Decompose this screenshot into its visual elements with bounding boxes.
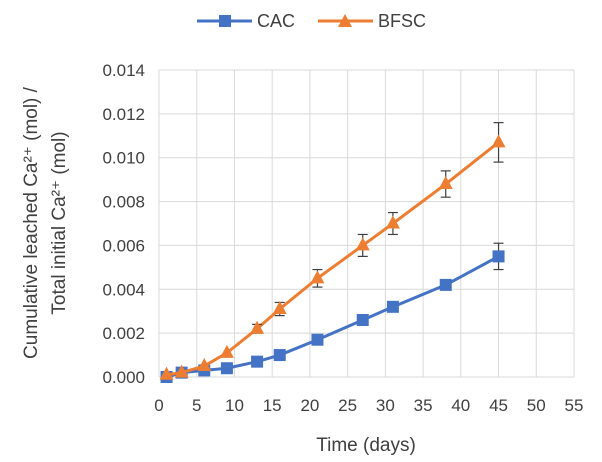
x-tick-label: 5 xyxy=(192,396,201,415)
x-tick-label: 0 xyxy=(154,396,163,415)
data-point-cac xyxy=(439,278,452,291)
y-tick-label: 0.002 xyxy=(102,324,145,343)
y-tick-label: 0.004 xyxy=(102,280,145,299)
series-bfsc xyxy=(159,122,506,380)
y-axis-title-line1: Cumulative leached Ca²⁺ (mol) / xyxy=(21,86,42,359)
series-line-bfsc xyxy=(166,141,500,377)
legend-label-cac: CAC xyxy=(257,11,295,31)
legend: CAC BFSC xyxy=(197,11,426,31)
x-tick-label: 20 xyxy=(300,396,319,415)
y-tick-label: 0.012 xyxy=(102,105,145,124)
y-axis-title-line2: Total initial Ca²⁺ (mol) xyxy=(49,131,70,314)
y-axis-title: Cumulative leached Ca²⁺ (mol) / Total in… xyxy=(21,86,70,359)
grid xyxy=(158,69,575,378)
y-tick-label: 0.010 xyxy=(102,149,145,168)
legend-label-bfsc: BFSC xyxy=(378,11,426,31)
x-tick-label: 10 xyxy=(225,396,244,415)
x-tick-label: 45 xyxy=(489,396,508,415)
x-axis-title: Time (days) xyxy=(316,435,416,456)
legend-marker-cac xyxy=(219,15,231,27)
legend-marker-bfsc xyxy=(338,14,352,27)
data-point-bfsc xyxy=(355,237,370,251)
legend-item-bfsc: BFSC xyxy=(318,11,426,31)
data-point-bfsc xyxy=(385,215,400,229)
x-tick-label: 35 xyxy=(414,396,433,415)
series xyxy=(159,122,506,383)
data-point-bfsc xyxy=(197,358,212,372)
series-cac xyxy=(160,242,505,383)
data-point-cac xyxy=(492,250,505,263)
data-point-cac xyxy=(356,313,369,326)
x-tick-label: 40 xyxy=(451,396,470,415)
data-point-bfsc xyxy=(250,320,265,334)
data-point-cac xyxy=(386,300,399,313)
data-point-bfsc xyxy=(219,344,234,358)
data-point-bfsc xyxy=(310,270,325,284)
data-point-cac xyxy=(220,362,233,375)
x-tick-label: 30 xyxy=(376,396,395,415)
data-point-bfsc xyxy=(272,301,287,315)
data-point-bfsc xyxy=(491,134,506,148)
x-tick-label: 55 xyxy=(565,396,584,415)
y-tick-label: 0.000 xyxy=(102,368,145,387)
y-tick-label: 0.006 xyxy=(102,236,145,255)
data-point-bfsc xyxy=(159,366,174,380)
x-tick-label: 15 xyxy=(263,396,282,415)
tick-labels: 0 5 10 15 20 25 30 35 40 45 50 55 0.000 0.002 0.004 0.0… xyxy=(102,61,583,415)
data-point-bfsc xyxy=(174,364,189,378)
y-tick-label: 0.008 xyxy=(102,193,145,212)
data-point-bfsc xyxy=(438,176,453,190)
y-tick-label: 0.014 xyxy=(102,61,145,80)
data-point-cac xyxy=(273,349,286,362)
x-tick-label: 25 xyxy=(338,396,357,415)
legend-item-cac: CAC xyxy=(197,11,295,31)
x-tick-label: 50 xyxy=(527,396,546,415)
data-point-cac xyxy=(311,333,324,346)
data-point-cac xyxy=(251,355,264,368)
